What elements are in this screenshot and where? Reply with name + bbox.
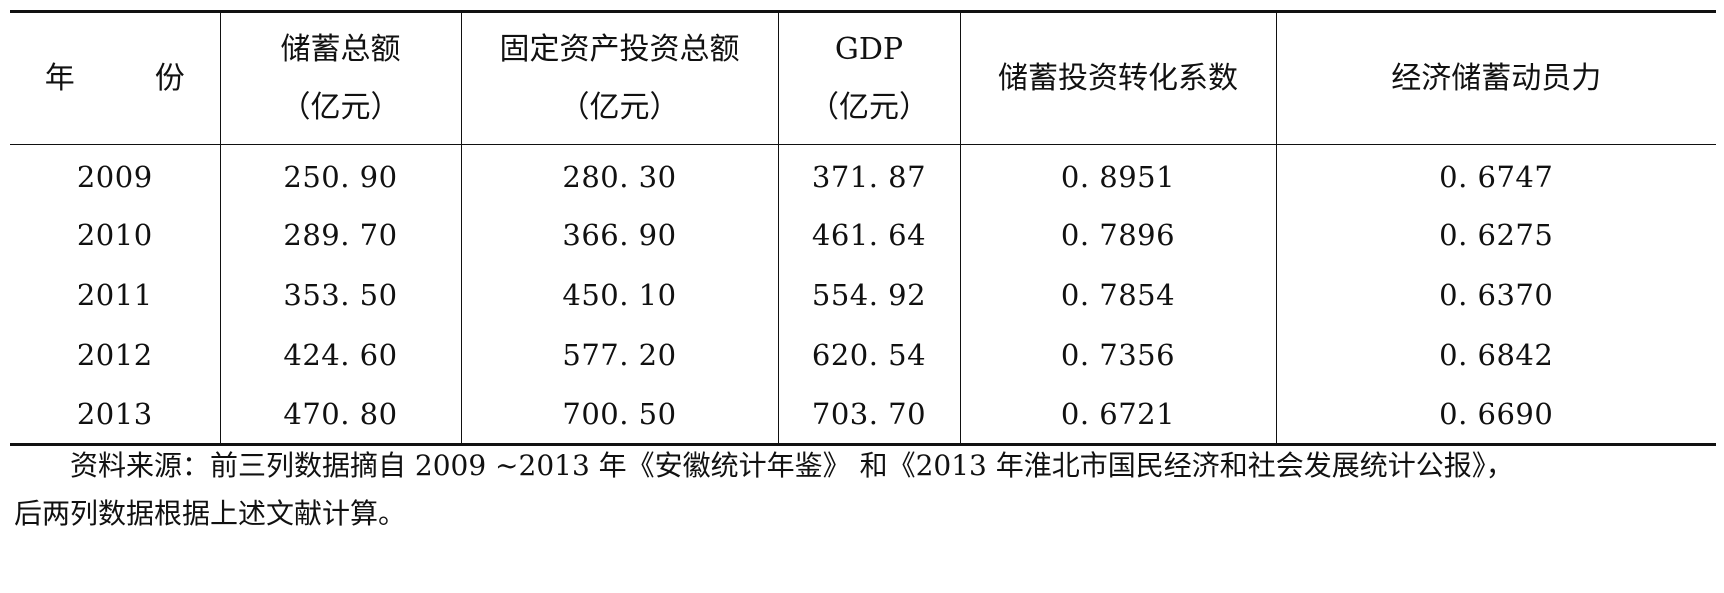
header-conversion-coefficient-label: 储蓄投资转化系数 [998, 60, 1238, 96]
header-gdp: GDP （亿元） [777, 10, 961, 145]
header-year: 年份 [10, 10, 221, 145]
table-row: 2013 470. 80 700. 50 703. 70 0. 6721 0. … [10, 384, 1716, 446]
header-mobilization-label: 经济储蓄动员力 [1391, 60, 1602, 96]
cell-year: 2012 [10, 324, 221, 385]
table-row: 2011 353. 50 450. 10 554. 92 0. 7854 0. … [10, 264, 1716, 325]
cell-fixed-investment: 366. 90 [460, 204, 779, 265]
cell-gdp: 620. 54 [777, 324, 961, 385]
cell-fixed-investment: 700. 50 [460, 384, 779, 446]
header-year-char1: 年 [44, 60, 75, 96]
header-year-char2: 份 [154, 60, 185, 96]
header-row: 年份 储蓄总额 （亿元） 固定资产投资总额 （亿元） GDP （亿元） 储蓄投资… [10, 10, 1716, 145]
cell-year: 2011 [10, 264, 221, 325]
cell-mobilization: 0. 6842 [1275, 324, 1716, 385]
cell-conversion-coefficient: 0. 7854 [959, 264, 1277, 325]
header-gdp-unit: （亿元） [809, 89, 929, 125]
cell-mobilization: 0. 6747 [1275, 144, 1716, 205]
table-row: 2010 289. 70 366. 90 461. 64 0. 7896 0. … [10, 204, 1716, 265]
source-note-line2: 后两列数据根据上述文献计算。 [14, 497, 407, 530]
header-fixed-investment-unit: （亿元） [559, 89, 680, 125]
cell-conversion-coefficient: 0. 7356 [959, 324, 1277, 385]
header-fixed-investment-label: 固定资产投资总额 [499, 31, 740, 67]
cell-mobilization: 0. 6370 [1275, 264, 1716, 325]
header-conversion-coefficient: 储蓄投资转化系数 [959, 10, 1277, 145]
cell-mobilization: 0. 6690 [1275, 384, 1716, 446]
cell-fixed-investment: 577. 20 [460, 324, 779, 385]
cell-gdp: 703. 70 [777, 384, 961, 446]
header-savings-unit: （亿元） [280, 89, 401, 125]
cell-savings: 289. 70 [219, 204, 462, 265]
table-row: 2009 250. 90 280. 30 371. 87 0. 8951 0. … [10, 144, 1716, 205]
header-savings: 储蓄总额 （亿元） [219, 10, 462, 145]
cell-gdp: 371. 87 [777, 144, 961, 205]
cell-year: 2009 [10, 144, 221, 205]
cell-fixed-investment: 280. 30 [460, 144, 779, 205]
cell-savings: 250. 90 [219, 144, 462, 205]
cell-conversion-coefficient: 0. 8951 [959, 144, 1277, 205]
cell-fixed-investment: 450. 10 [460, 264, 779, 325]
source-note: 资料来源：前三列数据摘自 2009 ~2013 年《安徽统计年鉴》 和《2013… [14, 442, 1714, 538]
cell-gdp: 461. 64 [777, 204, 961, 265]
cell-conversion-coefficient: 0. 6721 [959, 384, 1277, 446]
cell-gdp: 554. 92 [777, 264, 961, 325]
header-savings-label: 储蓄总额 [280, 31, 401, 67]
cell-savings: 470. 80 [219, 384, 462, 446]
header-fixed-investment: 固定资产投资总额 （亿元） [460, 10, 779, 145]
data-table: 年份 储蓄总额 （亿元） 固定资产投资总额 （亿元） GDP （亿元） 储蓄投资… [10, 10, 1716, 446]
table-row: 2012 424. 60 577. 20 620. 54 0. 7356 0. … [10, 324, 1716, 385]
header-mobilization: 经济储蓄动员力 [1275, 10, 1716, 145]
cell-mobilization: 0. 6275 [1275, 204, 1716, 265]
cell-savings: 424. 60 [219, 324, 462, 385]
cell-year: 2010 [10, 204, 221, 265]
cell-savings: 353. 50 [219, 264, 462, 325]
cell-year: 2013 [10, 384, 221, 446]
header-gdp-label: GDP [834, 31, 904, 67]
source-note-line1: 资料来源：前三列数据摘自 2009 ~2013 年《安徽统计年鉴》 和《2013… [70, 449, 1514, 482]
cell-conversion-coefficient: 0. 7896 [959, 204, 1277, 265]
